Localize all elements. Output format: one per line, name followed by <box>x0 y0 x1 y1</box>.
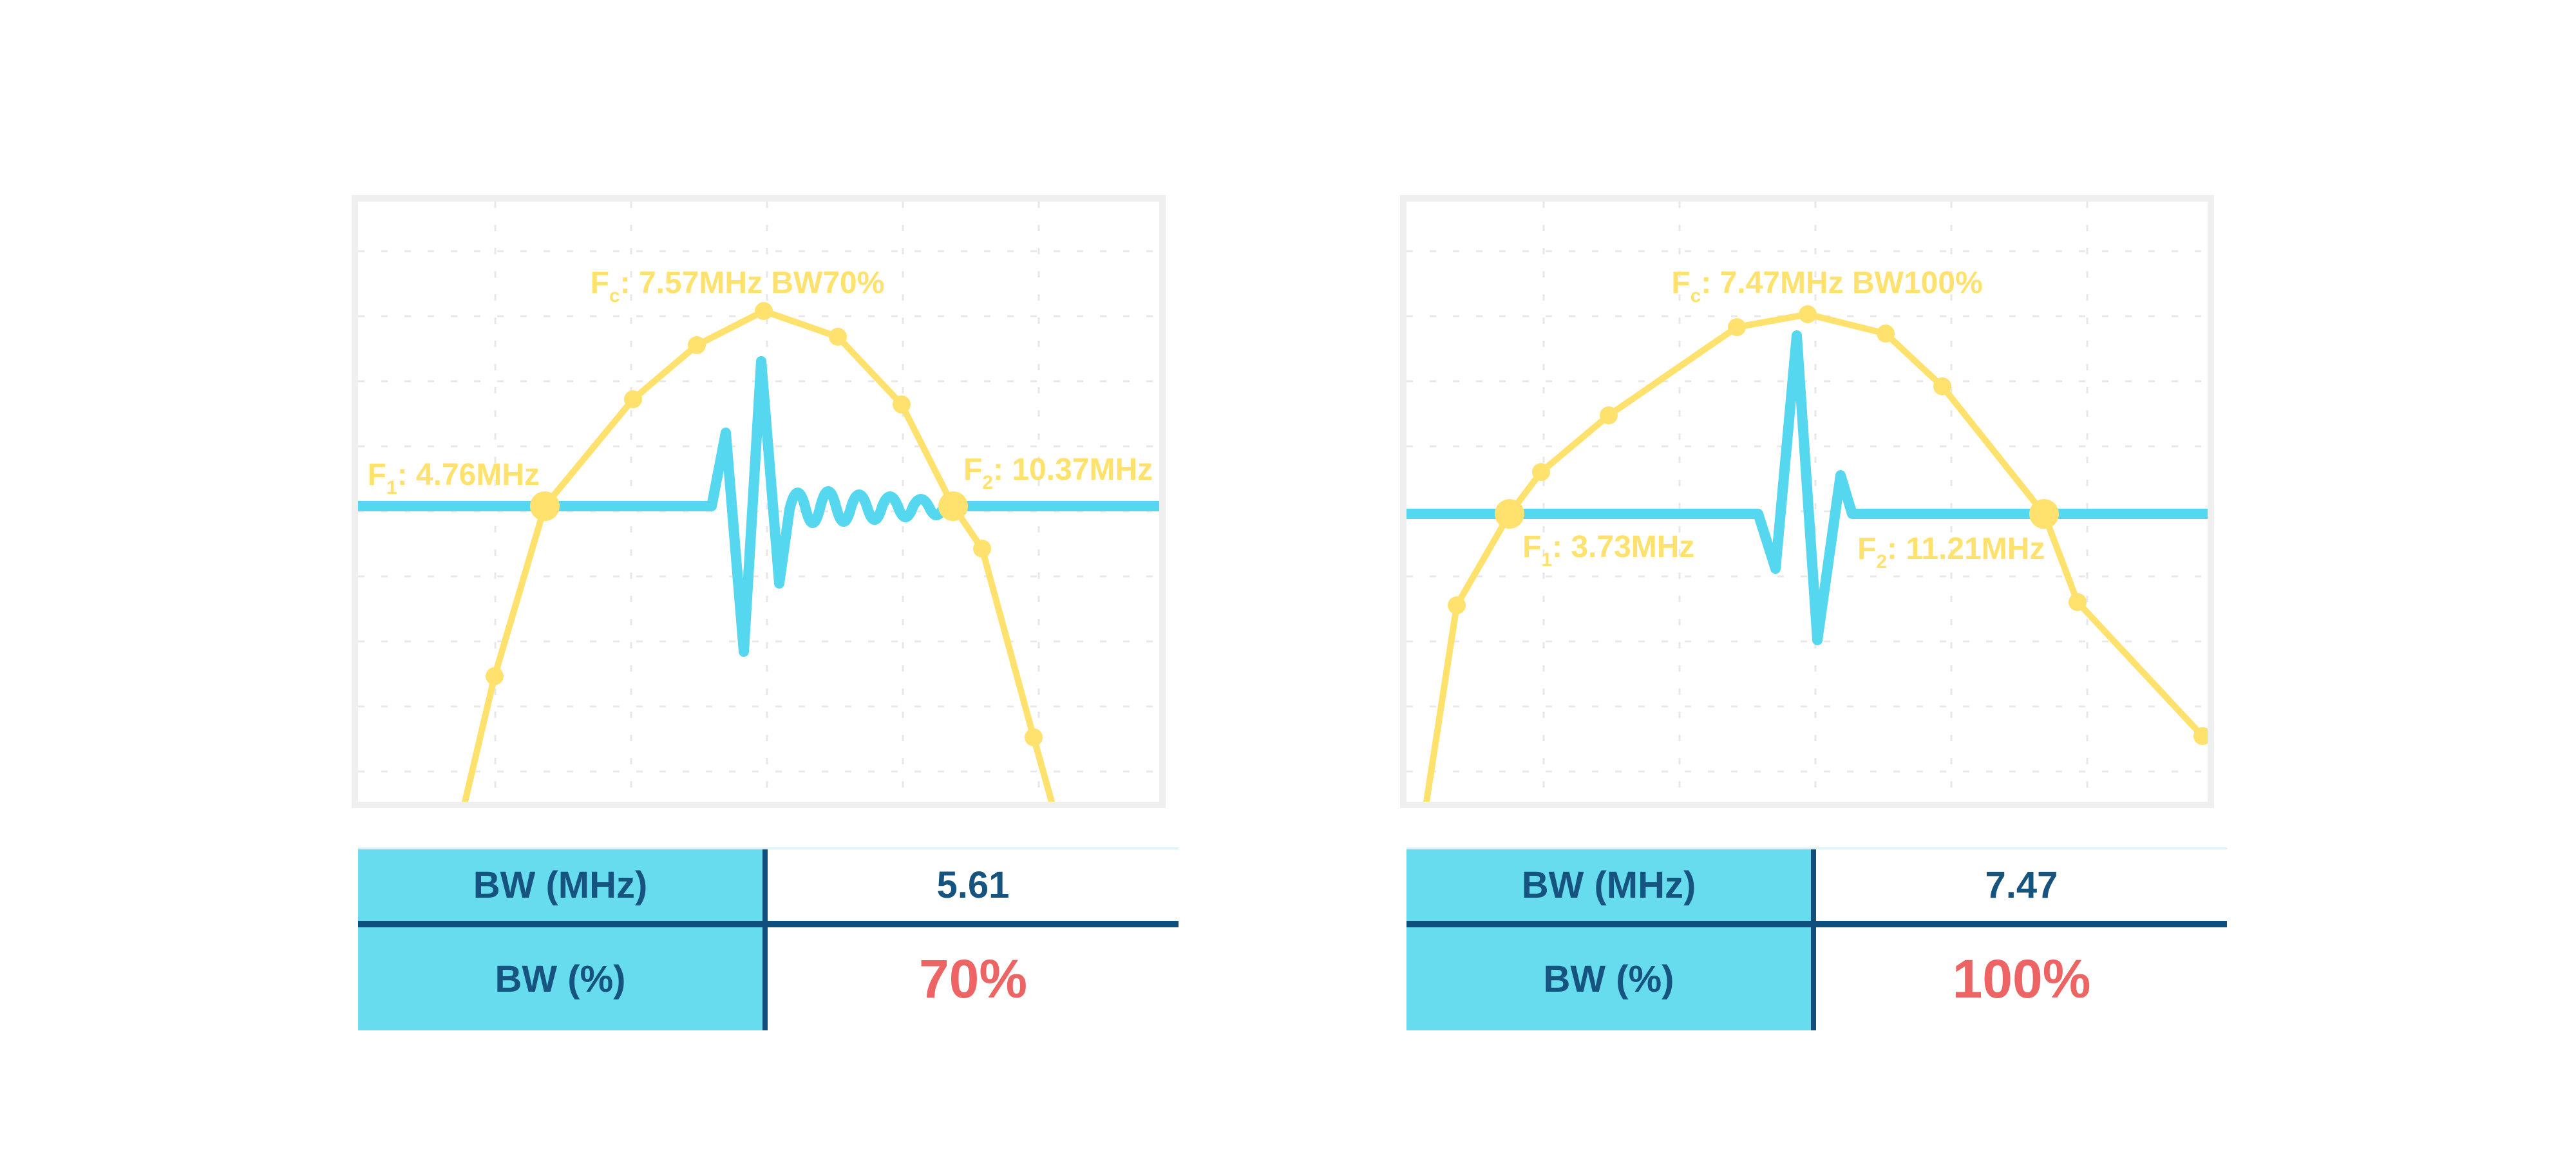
spectrum-markers <box>486 302 1043 746</box>
bandwidth-table-right: BW (MHz) 7.47 BW (%) 100% <box>1406 847 2227 1032</box>
bw-percent-label: BW (%) <box>358 927 768 1030</box>
bw-mhz-label: BW (MHz) <box>358 849 768 921</box>
table-row: BW (MHz) 5.61 <box>358 849 1179 921</box>
spectrum-chart-panel-left: Fc: 7.57MHz BW70% F1: 4.76MHz F2: 10.37M… <box>352 195 1166 808</box>
pulse-path <box>358 356 1159 657</box>
table-row: BW (%) 100% <box>1406 927 2227 1030</box>
spectrum-chart-panel-right: Fc: 7.47MHz BW100% F1: 3.73MHz F2: 11.21… <box>1400 195 2214 808</box>
f2-label: F2: 10.37MHz <box>963 453 1153 493</box>
pulse-path <box>1406 330 2208 645</box>
spectrum-markers <box>1448 305 2208 745</box>
f2-label: F2: 11.21MHz <box>1857 532 2045 572</box>
f1-label: F1: 3.73MHz <box>1522 530 1694 571</box>
spectrum-chart-right: Fc: 7.47MHz BW100% F1: 3.73MHz F2: 11.21… <box>1406 202 2208 802</box>
table-row: BW (MHz) 7.47 <box>1406 849 2227 921</box>
spectrum-chart-left: Fc: 7.57MHz BW70% F1: 4.76MHz F2: 10.37M… <box>358 202 1159 802</box>
bw-percent-value: 100% <box>1816 927 2227 1030</box>
bw-mhz-label: BW (MHz) <box>1406 849 1816 921</box>
bw-mhz-value: 7.47 <box>1816 849 2227 921</box>
table-row: BW (%) 70% <box>358 927 1179 1030</box>
spectrum-line <box>462 308 1055 802</box>
spectrum-line <box>1423 311 2206 802</box>
table-divider <box>358 921 1179 927</box>
bw-mhz-value: 5.61 <box>768 849 1179 921</box>
table-divider <box>1406 921 2227 927</box>
fc-label: Fc: 7.57MHz BW70% <box>591 266 885 307</box>
f1-label: F1: 4.76MHz <box>368 458 540 498</box>
bandwidth-table-left: BW (MHz) 5.61 BW (%) 70% <box>358 847 1179 1032</box>
bw-percent-label: BW (%) <box>1406 927 1816 1030</box>
bw-percent-value: 70% <box>768 927 1179 1030</box>
fc-label: Fc: 7.47MHz BW100% <box>1671 266 1982 307</box>
